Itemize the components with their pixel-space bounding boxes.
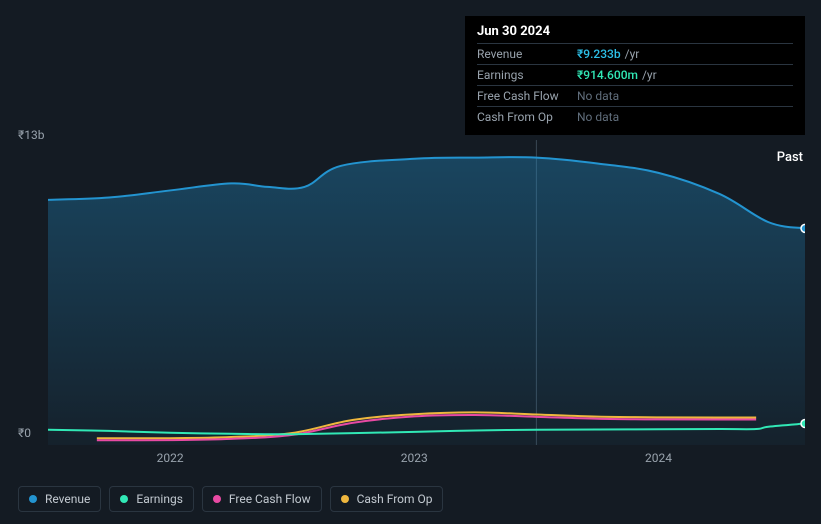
x-tick: 2023 xyxy=(401,451,428,465)
y-tick-min: ₹0 xyxy=(18,426,31,440)
tooltip-label: Free Cash Flow xyxy=(477,89,577,103)
legend-label: Earnings xyxy=(136,492,183,506)
legend-item-revenue[interactable]: Revenue xyxy=(18,486,101,512)
tooltip-date: Jun 30 2024 xyxy=(477,24,793,44)
legend-item-earnings[interactable]: Earnings xyxy=(109,486,194,512)
financial-chart: Jun 30 2024 Revenue ₹9.233b /yr Earnings… xyxy=(0,0,821,524)
tooltip-label: Cash From Op xyxy=(477,110,577,124)
chart-legend: Revenue Earnings Free Cash Flow Cash Fro… xyxy=(18,486,443,512)
plot-area[interactable] xyxy=(48,140,805,445)
legend-dot xyxy=(29,495,37,503)
tooltip-label: Revenue xyxy=(477,47,577,61)
x-tick: 2022 xyxy=(157,451,184,465)
legend-label: Cash From Op xyxy=(357,492,433,506)
tooltip-value: ₹9.233b xyxy=(577,47,621,61)
tooltip-row-cfo: Cash From Op No data xyxy=(477,107,793,127)
tooltip-value: ₹914.600m xyxy=(577,68,638,82)
tooltip-unit: /yr xyxy=(625,47,640,61)
tooltip-label: Earnings xyxy=(477,68,577,82)
legend-label: Free Cash Flow xyxy=(229,492,311,506)
legend-dot xyxy=(120,495,128,503)
x-tick: 2024 xyxy=(645,451,672,465)
legend-item-cfo[interactable]: Cash From Op xyxy=(330,486,444,512)
legend-dot xyxy=(341,495,349,503)
legend-label: Revenue xyxy=(45,492,90,506)
chart-tooltip: Jun 30 2024 Revenue ₹9.233b /yr Earnings… xyxy=(465,16,805,135)
tooltip-row-revenue: Revenue ₹9.233b /yr xyxy=(477,44,793,65)
legend-item-fcf[interactable]: Free Cash Flow xyxy=(202,486,322,512)
tooltip-row-fcf: Free Cash Flow No data xyxy=(477,86,793,107)
tooltip-row-earnings: Earnings ₹914.600m /yr xyxy=(477,65,793,86)
tooltip-nodata: No data xyxy=(577,110,619,124)
y-tick-max: ₹13b xyxy=(18,128,44,142)
legend-dot xyxy=(213,495,221,503)
tooltip-unit: /yr xyxy=(642,68,657,82)
tooltip-nodata: No data xyxy=(577,89,619,103)
